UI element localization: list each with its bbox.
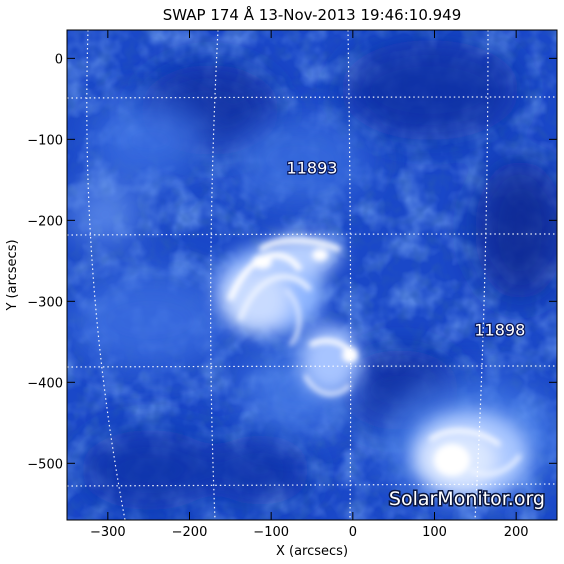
y-axis: 0 −100 −200 −300 −400 −500	[27, 52, 557, 472]
map-title: SWAP 174 Å 13-Nov-2013 19:46:10.949	[163, 5, 462, 24]
y-tick-label: −200	[27, 214, 63, 229]
heliographic-grid	[67, 30, 557, 520]
y-tick-label: −100	[27, 133, 63, 148]
x-tick-label: −200	[172, 525, 208, 540]
y-tick-label: −300	[27, 295, 63, 310]
active-region-label: 11893	[287, 159, 338, 178]
x-tick-label: −300	[90, 525, 126, 540]
x-tick-label: 200	[504, 525, 529, 540]
plot-frame	[66, 29, 558, 521]
x-tick-label: 100	[422, 525, 447, 540]
active-region-label: 11898	[474, 321, 525, 340]
x-tick-label: −100	[253, 525, 289, 540]
y-tick-label: −500	[27, 457, 63, 472]
y-tick-label: 0	[55, 52, 63, 67]
watermark: SolarMonitor.org	[389, 488, 545, 510]
y-tick-label: −400	[27, 376, 63, 391]
x-tick-label: 0	[349, 525, 357, 540]
solar-image	[67, 30, 557, 520]
x-axis-label: X (arcsecs)	[276, 544, 348, 559]
x-axis: −300 −200 −100 0 100 200	[90, 30, 529, 540]
active-region-labels: 11893 11898	[285, 157, 526, 340]
y-axis-label: Y (arcsecs)	[5, 239, 20, 311]
